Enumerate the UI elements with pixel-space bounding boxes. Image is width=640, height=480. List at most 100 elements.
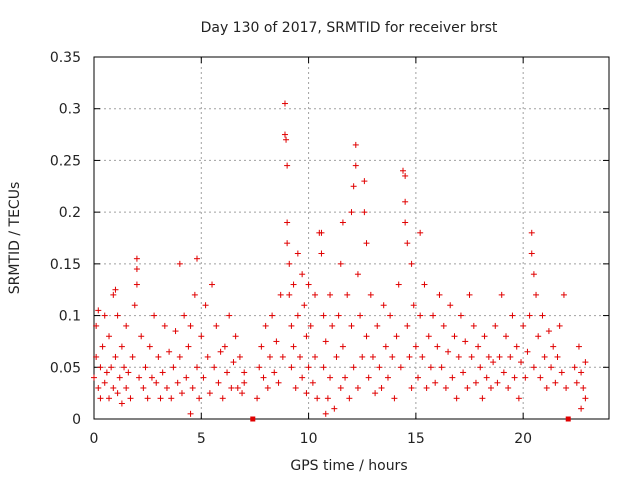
data-point xyxy=(286,260,293,267)
data-point xyxy=(571,364,578,371)
data-point xyxy=(196,395,203,402)
data-point xyxy=(365,374,372,381)
data-point xyxy=(378,384,385,391)
data-point xyxy=(228,384,235,391)
data-point xyxy=(578,369,585,376)
data-point xyxy=(432,379,439,386)
data-point xyxy=(118,400,125,407)
data-point xyxy=(494,379,501,386)
data-point xyxy=(123,384,130,391)
data-point xyxy=(219,395,226,402)
data-point xyxy=(421,281,428,288)
data-point xyxy=(578,405,585,412)
y-tick-label: 0 xyxy=(72,412,81,428)
data-point xyxy=(168,395,175,402)
data-point xyxy=(327,374,334,381)
data-point xyxy=(389,353,396,360)
data-point xyxy=(183,374,190,381)
data-point xyxy=(202,302,209,309)
data-point xyxy=(438,364,445,371)
data-point xyxy=(213,322,220,329)
data-point xyxy=(217,348,224,355)
data-point xyxy=(541,353,548,360)
data-point xyxy=(408,260,415,267)
data-point xyxy=(133,255,140,262)
y-tick-label: 0.2 xyxy=(59,205,81,221)
data-point xyxy=(254,395,261,402)
data-point xyxy=(528,250,535,257)
data-point xyxy=(400,167,406,174)
data-point xyxy=(344,291,351,298)
data-point xyxy=(112,353,119,360)
data-point xyxy=(299,271,306,278)
data-point xyxy=(423,384,430,391)
data-points xyxy=(91,100,589,417)
data-point xyxy=(477,364,484,371)
data-point xyxy=(363,333,370,340)
data-point xyxy=(554,353,561,360)
data-point xyxy=(97,395,104,402)
data-point xyxy=(269,312,276,319)
data-point xyxy=(185,343,192,350)
data-point xyxy=(146,343,153,350)
data-point xyxy=(142,364,149,371)
data-point xyxy=(543,384,550,391)
data-point xyxy=(95,307,102,314)
data-point xyxy=(496,353,503,360)
x-tick-label: 0 xyxy=(90,431,99,447)
data-point xyxy=(354,271,361,278)
data-point xyxy=(350,183,357,190)
data-point xyxy=(133,281,140,288)
data-point xyxy=(226,312,233,319)
data-point xyxy=(284,240,291,247)
data-point xyxy=(548,364,555,371)
data-point xyxy=(427,364,434,371)
data-point xyxy=(481,333,488,340)
data-point xyxy=(305,364,312,371)
data-point xyxy=(460,369,467,376)
data-point xyxy=(279,353,286,360)
data-point xyxy=(445,348,452,355)
data-point xyxy=(277,291,284,298)
data-point xyxy=(528,229,535,236)
data-point xyxy=(472,379,479,386)
data-point xyxy=(204,353,211,360)
data-point xyxy=(327,291,334,298)
data-point xyxy=(307,322,314,329)
data-point xyxy=(258,343,265,350)
data-point xyxy=(131,302,138,309)
data-point xyxy=(483,374,490,381)
data-point xyxy=(194,364,200,371)
data-point xyxy=(511,374,518,381)
data-point xyxy=(234,384,241,391)
data-point xyxy=(560,291,567,298)
data-point xyxy=(436,291,443,298)
data-point xyxy=(297,353,303,360)
data-point xyxy=(374,322,381,329)
data-point xyxy=(475,343,482,350)
data-point xyxy=(419,353,426,360)
data-point xyxy=(498,291,505,298)
data-point xyxy=(116,374,123,381)
data-point xyxy=(93,353,100,360)
data-point xyxy=(550,343,557,350)
data-point xyxy=(294,250,301,257)
data-point xyxy=(320,364,327,371)
data-point xyxy=(339,219,346,226)
data-point xyxy=(552,379,559,386)
data-point xyxy=(290,343,297,350)
data-point xyxy=(558,369,565,376)
data-point xyxy=(106,395,113,402)
data-point xyxy=(447,302,454,309)
x-tick-label: 5 xyxy=(197,431,206,447)
data-point xyxy=(404,322,411,329)
axis-ticks xyxy=(93,56,609,420)
data-point xyxy=(507,353,514,360)
data-point xyxy=(333,353,340,360)
data-point xyxy=(288,364,295,371)
data-point xyxy=(530,271,537,278)
data-point xyxy=(166,348,173,355)
data-point xyxy=(522,374,529,381)
data-point xyxy=(391,395,398,402)
